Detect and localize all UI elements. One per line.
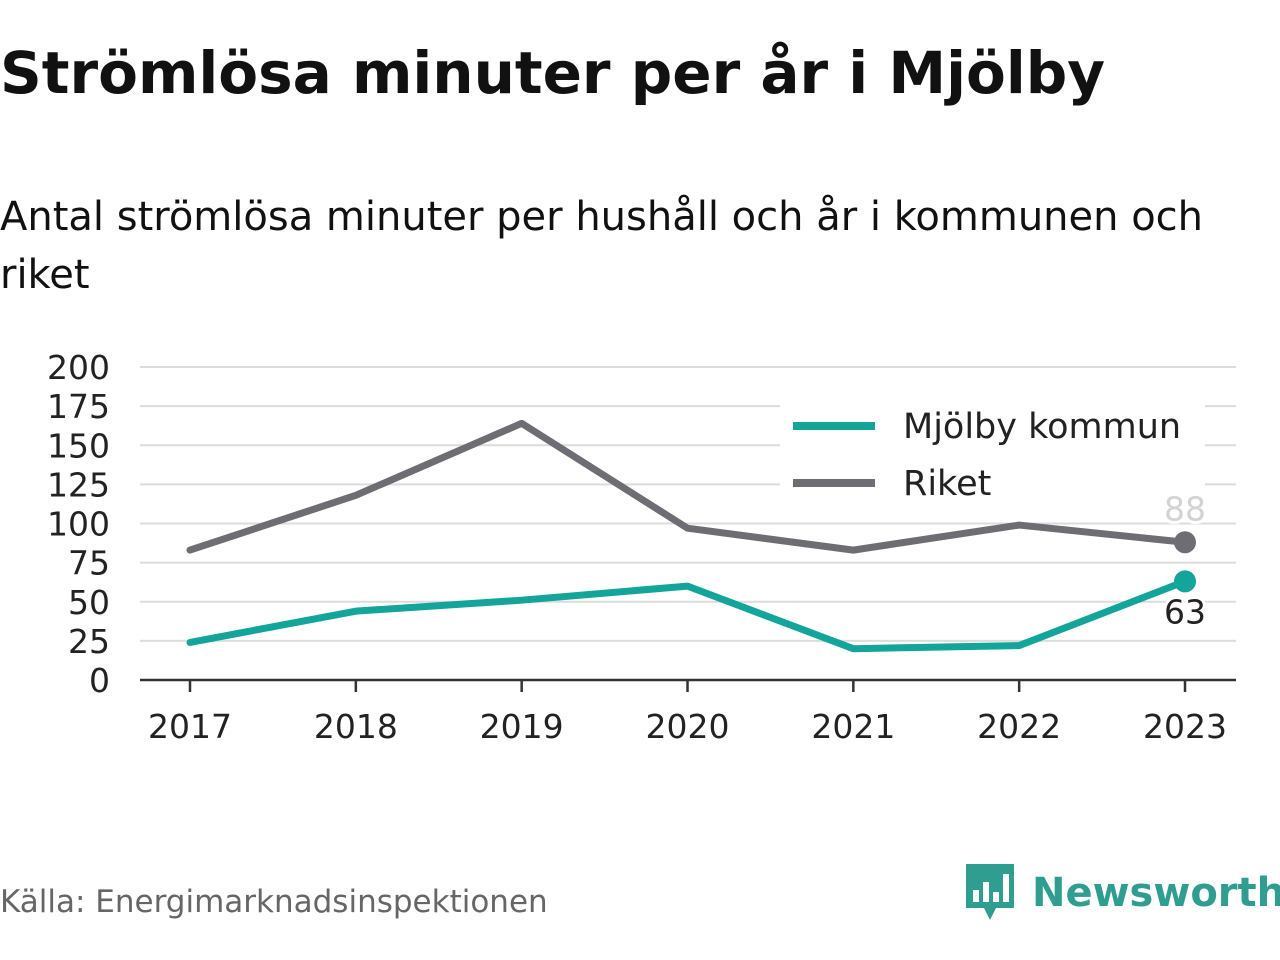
- y-tick-label: 0: [89, 661, 110, 700]
- series-end-point-2: [1174, 531, 1196, 554]
- x-tick-label: 2017: [148, 707, 232, 746]
- y-tick-label: 75: [68, 544, 110, 583]
- y-tick-label: 100: [47, 505, 110, 544]
- bar-chart-bubble-icon: [966, 864, 1014, 920]
- series-line-1: [186, 577, 1189, 653]
- x-tick-label: 2019: [480, 707, 564, 746]
- chart-title: Strömlösa minuter per år i Mjölby: [0, 39, 1106, 107]
- source-note: Källa: Energimarknadsinspektionen: [0, 884, 548, 920]
- series-end-point-1: [1174, 570, 1196, 593]
- x-tick-label: 2018: [314, 707, 398, 746]
- y-tick-label: 175: [47, 387, 110, 426]
- legend-label-2: Riket: [903, 464, 991, 504]
- y-tick-label: 200: [47, 348, 110, 387]
- legend-label-1: Mjölby kommun: [903, 407, 1181, 447]
- x-tick-label: 2020: [646, 707, 730, 746]
- series-line-2: [186, 419, 1189, 554]
- brand[interactable]: Newsworthy: [964, 862, 1280, 924]
- y-tick-label: 125: [47, 465, 110, 504]
- y-tick-label: 150: [47, 426, 110, 465]
- x-tick-label: 2023: [1143, 707, 1227, 746]
- x-tick-label: 2022: [977, 707, 1061, 746]
- end-value-label-2: 88: [1164, 489, 1206, 528]
- chart-subtitle: Antal strömlösa minuter per hushåll och …: [0, 194, 1204, 298]
- end-value-label-1: 63: [1164, 592, 1206, 631]
- brand-name: Newsworthy: [1032, 870, 1280, 916]
- x-tick-label: 2021: [811, 707, 895, 746]
- y-tick-label: 25: [68, 622, 110, 661]
- y-tick-label: 50: [68, 583, 110, 622]
